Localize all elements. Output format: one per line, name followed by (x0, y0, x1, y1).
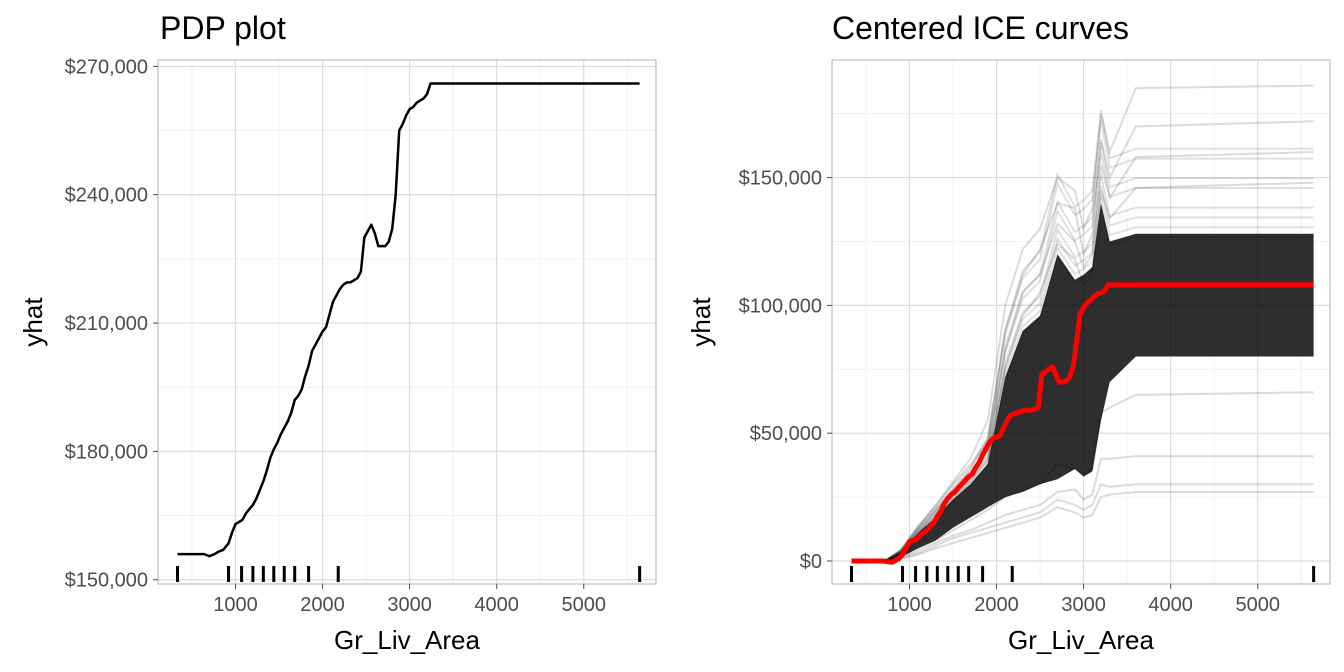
ice-panel-border (831, 59, 1331, 585)
ice-individual-curve (851, 206, 1314, 564)
ice-plot-panel: 1000 2000 3000 4000 5000 $0 $50,000 $100,000 $15… (686, 10, 1331, 655)
pdp-plot-panel: 1000 2000 3000 4000 5000 $150,000 $180,000 $210… (18, 10, 657, 655)
pdp-y-tick-label: $210,000 (65, 313, 148, 335)
ice-individual-curve (851, 120, 1314, 562)
ice-x-tick-label: 5000 (1235, 594, 1280, 616)
ice-individual-curve (851, 109, 1314, 564)
ice-band-area (851, 203, 1314, 563)
ice-average-line (851, 282, 1314, 565)
ice-individual-curve (851, 174, 1314, 564)
pdp-y-tick-label: $240,000 (65, 185, 148, 207)
ice-x-tick-label: 1000 (887, 594, 932, 616)
pdp-title: PDP plot (160, 10, 286, 46)
ice-individual-curve (851, 84, 1314, 562)
ice-individual-curve (851, 391, 1314, 562)
pdp-x-tick-label: 4000 (474, 594, 519, 616)
pdp-y-tick-label: $270,000 (65, 56, 148, 78)
pdp-grid (158, 60, 656, 584)
ice-y-tick-label: $100,000 (739, 295, 822, 317)
ice-x-tick-label: 2000 (974, 594, 1019, 616)
pdp-x-axis-title: Gr_Liv_Area (334, 625, 480, 655)
pdp-panel-border (157, 59, 657, 585)
ice-individual-curve (851, 491, 1314, 562)
ice-x-axis-title: Gr_Liv_Area (1008, 625, 1154, 655)
ice-title: Centered ICE curves (832, 10, 1129, 46)
ice-individual-curve (851, 195, 1314, 564)
pdp-y-tick-label: $150,000 (65, 570, 148, 592)
pdp-x-tick-label: 1000 (213, 594, 258, 616)
ice-y-tick-label: $0 (800, 551, 822, 573)
pdp-y-tick-label: $180,000 (65, 441, 148, 463)
pdp-ticks: 1000 2000 3000 4000 5000 $150,000 $180,000 $210… (65, 56, 606, 616)
ice-grid (832, 60, 1330, 584)
pdp-rug (176, 566, 642, 582)
ice-individual-curve (851, 152, 1314, 564)
pdp-x-tick-label: 3000 (387, 594, 432, 616)
pdp-x-tick-label: 5000 (561, 594, 606, 616)
ice-y-tick-label: $150,000 (739, 168, 822, 190)
ice-individual-curve (851, 483, 1314, 562)
ice-x-tick-label: 3000 (1061, 594, 1106, 616)
ice-x-tick-label: 4000 (1148, 594, 1193, 616)
ice-curve-band (851, 84, 1314, 564)
ice-rug (850, 566, 1316, 582)
ice-individual-curve (851, 120, 1314, 564)
ice-individual-curve (851, 184, 1314, 564)
pdp-y-axis-title: yhat (18, 297, 48, 347)
ice-y-tick-label: $50,000 (750, 423, 822, 445)
ice-individual-curve (851, 455, 1314, 562)
ice-y-axis-title: yhat (686, 297, 716, 347)
ice-individual-curve (851, 151, 1314, 562)
ice-individual-curve (851, 142, 1314, 564)
pdp-x-tick-label: 2000 (300, 594, 345, 616)
ice-ticks: 1000 2000 3000 4000 5000 $0 $50,000 $100,000 $15… (739, 168, 1280, 616)
pdp-line (177, 82, 640, 558)
